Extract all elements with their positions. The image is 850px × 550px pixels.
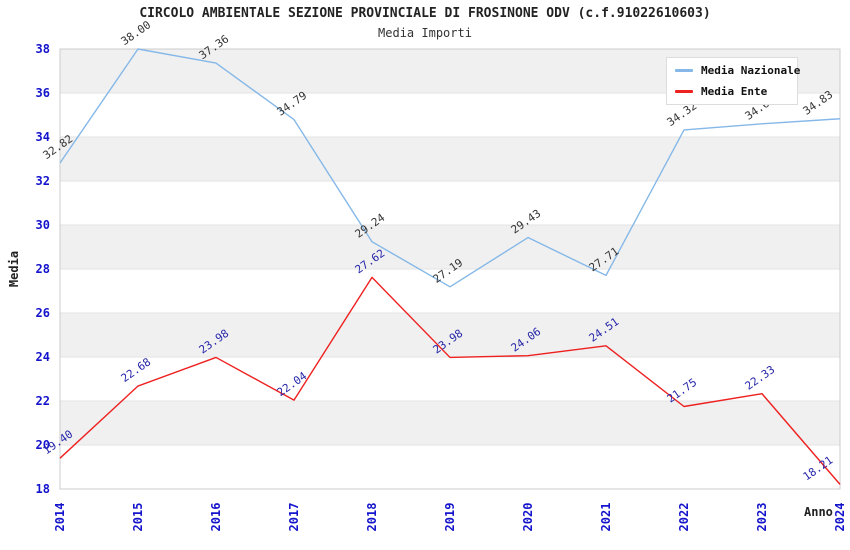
y-tick-label: 28 [36,262,50,276]
grid-band [60,445,840,489]
x-tick-label: 2024 [833,503,847,532]
legend-item-media-nazionale: Media Nazionale [675,64,800,77]
x-tick-label: 2019 [443,503,457,532]
chart-legend: Media Nazionale Media Ente [666,57,800,105]
chart-title: CIRCOLO AMBIENTALE SEZIONE PROVINCIALE D… [139,6,711,21]
grid-band [60,225,840,269]
x-axis-title: Anno [804,505,833,519]
legend-label: Media Ente [701,85,768,98]
line-swatch-icon [675,69,693,72]
legend-label: Media Nazionale [701,64,801,77]
y-tick-label: 26 [36,306,50,320]
point-label: 38.00 [119,18,154,48]
y-tick-label: 22 [36,394,50,408]
y-tick-label: 20 [36,438,50,452]
grid-band [60,137,840,181]
y-tick-label: 38 [36,42,50,56]
y-tick-label: 34 [36,130,50,144]
grid-band [60,401,840,445]
x-tick-label: 2021 [599,503,613,532]
legend-item-media-ente: Media Ente [675,85,789,98]
y-tick-label: 36 [36,86,50,100]
x-tick-label: 2015 [131,503,145,532]
y-tick-label: 30 [36,218,50,232]
grid-band [60,181,840,225]
chart-subtitle: Media Importi [378,26,472,40]
y-axis-title: Media [7,250,21,288]
grid-band [60,357,840,401]
y-tick-label: 18 [36,482,50,496]
series-line-media-ente [59,276,841,485]
series-line-media-nazionale [59,48,841,288]
x-tick-label: 2023 [755,503,769,532]
x-tick-label: 2018 [365,503,379,532]
plot-border [59,48,841,490]
x-tick-label: 2016 [209,503,223,532]
y-tick-label: 24 [36,350,50,364]
x-tick-label: 2017 [287,503,301,532]
grid-band [60,269,840,313]
y-tick-label: 32 [36,174,50,188]
line-swatch-icon [675,90,693,93]
x-tick-label: 2014 [53,503,67,532]
x-tick-label: 2022 [677,503,691,532]
grid-band [60,313,840,357]
x-tick-label: 2020 [521,503,535,532]
